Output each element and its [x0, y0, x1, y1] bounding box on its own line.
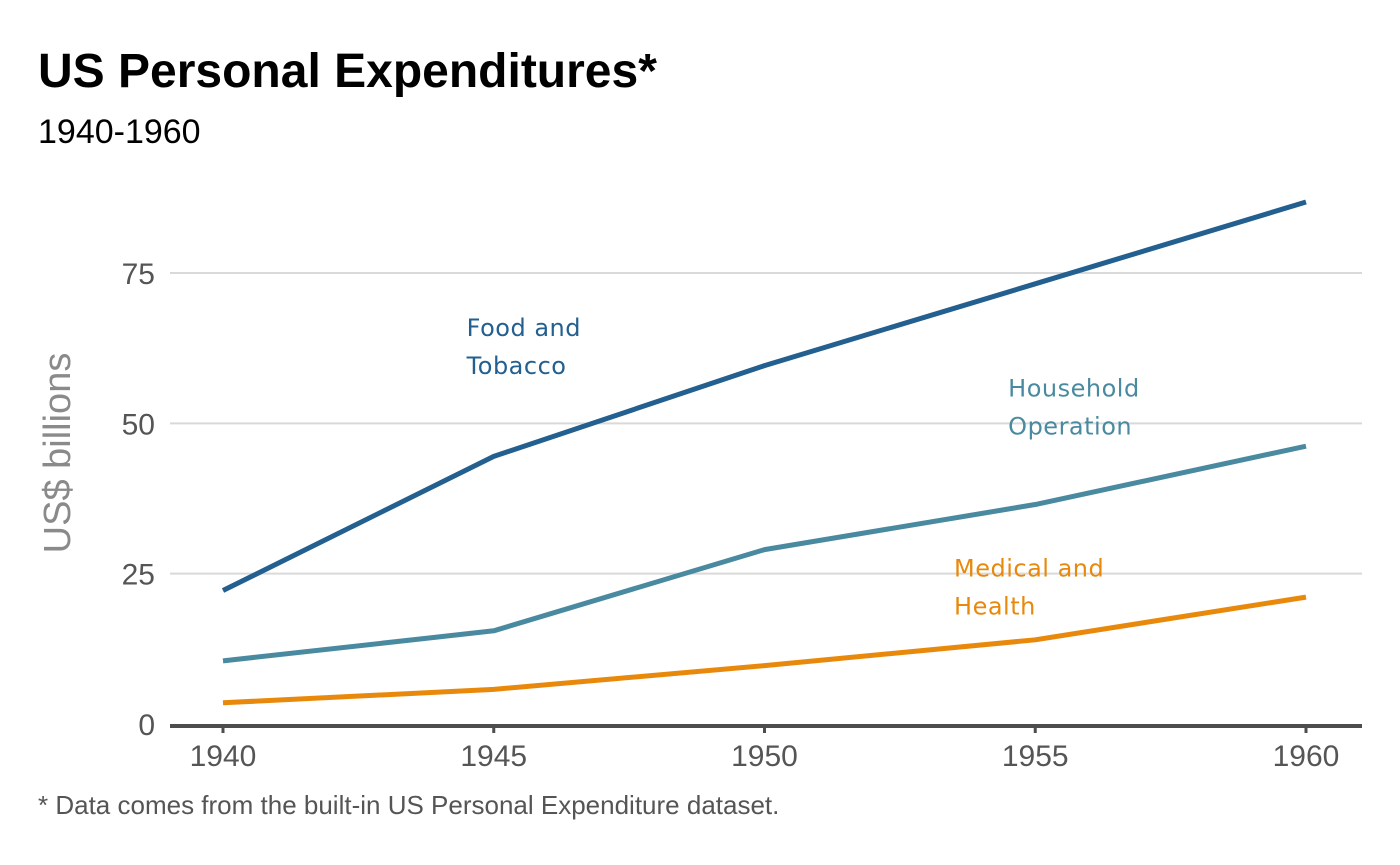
series-label: Health — [954, 593, 1036, 621]
series-line — [222, 443, 1307, 664]
x-axis: 1940 1945 1950 1955 1960 — [170, 724, 1362, 773]
chart-title: US Personal Expenditures* — [38, 45, 657, 98]
x-tick-label: 1940 — [190, 740, 257, 773]
grid-lines: 0 25 50 75 — [122, 258, 1362, 742]
series-label: Household — [1008, 374, 1140, 402]
y-axis-label: US$ billions — [37, 353, 79, 554]
chart-caption: * Data comes from the built-in US Person… — [38, 790, 780, 820]
series-line — [221, 199, 1307, 593]
x-tick-label: 1945 — [460, 740, 527, 773]
series-labels: Food and Tobacco Household Operation Medical… — [466, 314, 1140, 621]
x-tick-label: 1950 — [731, 740, 798, 773]
series-label: Tobacco — [466, 352, 567, 380]
chart-subtitle: 1940-1960 — [38, 113, 201, 151]
y-tick-label: 0 — [138, 709, 155, 742]
y-tick-label: 50 — [122, 408, 155, 441]
series-lines — [221, 199, 1307, 706]
x-tick-label: 1955 — [1002, 740, 1069, 773]
y-tick-label: 25 — [122, 559, 155, 592]
x-tick-label: 1960 — [1273, 740, 1340, 773]
series-label: Operation — [1008, 412, 1132, 440]
series-line — [222, 594, 1307, 706]
series-label: Medical and — [954, 555, 1104, 583]
series-label: Food and — [467, 314, 581, 342]
y-tick-label: 75 — [122, 258, 155, 291]
